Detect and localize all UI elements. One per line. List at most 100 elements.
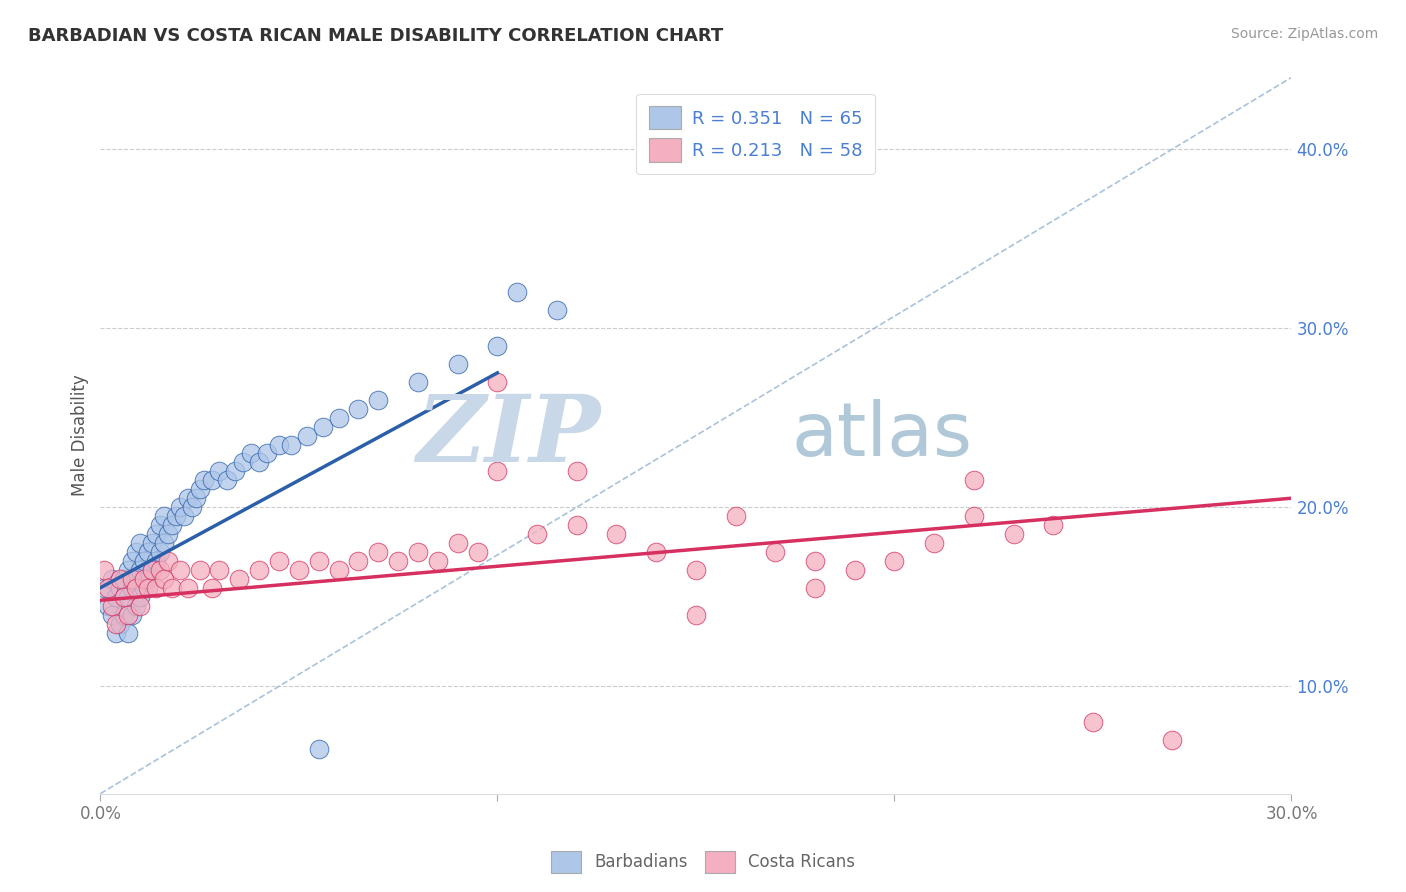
Point [208,563,231,577]
Point [486,464,509,478]
Point [132,554,155,568]
Point [367,545,389,559]
Point [200,473,222,487]
Point [546,303,568,318]
Point [112,590,135,604]
Point [121,554,143,568]
Point [101,607,124,622]
Point [256,446,278,460]
Point [308,742,330,756]
Point [922,536,945,550]
Point [188,563,211,577]
Point [267,437,290,451]
Point [685,607,707,622]
Point [156,527,179,541]
Point [387,554,409,568]
Point [804,554,827,568]
Point [565,518,588,533]
Point [844,563,866,577]
Point [188,483,211,497]
Point [1002,527,1025,541]
Point [724,509,747,524]
Point [121,572,143,586]
Point [125,599,148,613]
Point [117,625,139,640]
Point [93,563,115,577]
Point [93,581,115,595]
Point [145,527,167,541]
Point [136,545,159,559]
Point [129,536,152,550]
Point [426,554,449,568]
Point [153,536,176,550]
Point [963,509,986,524]
Point [149,563,172,577]
Point [208,464,231,478]
Point [184,491,207,506]
Point [176,581,198,595]
Point [763,545,786,559]
Point [165,509,187,524]
Point [169,563,191,577]
Text: atlas: atlas [792,399,972,472]
Point [347,401,370,416]
Point [160,518,183,533]
Point [247,455,270,469]
Point [1161,733,1184,747]
Point [125,545,148,559]
Point [328,563,350,577]
Point [506,285,529,300]
Text: Source: ZipAtlas.com: Source: ZipAtlas.com [1230,27,1378,41]
Point [105,625,128,640]
Point [101,572,124,586]
Point [108,616,131,631]
Point [1081,714,1104,729]
Point [280,437,302,451]
Point [447,536,470,550]
Point [883,554,905,568]
Point [406,375,429,389]
Point [232,455,254,469]
Point [141,563,163,577]
Point [141,563,163,577]
Point [169,500,191,515]
Point [963,473,986,487]
Point [467,545,489,559]
Point [136,581,159,595]
Point [804,581,827,595]
Point [129,599,152,613]
Point [217,473,239,487]
Point [526,527,548,541]
Point [645,545,668,559]
Point [288,563,311,577]
Point [173,509,195,524]
Point [145,554,167,568]
Text: ZIP: ZIP [416,391,600,481]
Point [160,581,183,595]
Point [295,428,318,442]
Point [565,464,588,478]
Legend: R = 0.351   N = 65, R = 0.213   N = 58: R = 0.351 N = 65, R = 0.213 N = 58 [636,94,875,174]
Point [367,392,389,407]
Point [685,563,707,577]
Point [267,554,290,568]
Point [224,464,246,478]
Point [117,607,139,622]
Point [240,446,263,460]
Point [228,572,250,586]
Point [149,545,172,559]
Point [312,419,335,434]
Point [141,536,163,550]
Point [193,473,215,487]
Point [105,616,128,631]
Point [125,581,148,595]
Point [108,581,131,595]
Point [247,563,270,577]
Point [97,581,120,595]
Point [129,563,152,577]
Point [129,590,152,604]
Point [121,581,143,595]
Point [486,375,509,389]
Point [101,599,124,613]
Y-axis label: Male Disability: Male Disability [72,375,89,497]
